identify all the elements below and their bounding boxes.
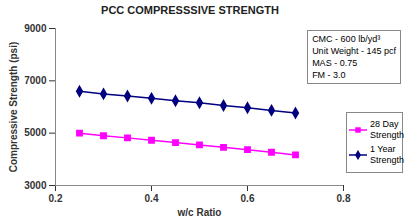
html-text:28 Day Strength: 28 Day Strength: [370, 119, 404, 140]
html-text:1 Year Strength: 1 Year Strength: [370, 144, 404, 165]
html-text:FM - 3.0: FM - 3.0: [312, 70, 346, 80]
svg-text:0.4: 0.4: [145, 193, 159, 204]
svg-text:7000: 7000: [24, 75, 47, 86]
html-text:PCC COMPRESSSIVE STRENGTH: PCC COMPRESSSIVE STRENGTH: [101, 4, 279, 16]
svg-text:5000: 5000: [24, 127, 47, 138]
html-text:MAS - 0.75: MAS - 0.75: [312, 58, 358, 68]
svg-text:9000: 9000: [24, 23, 47, 34]
svg-text:Compressive Strength (psi): Compressive Strength (psi): [8, 42, 19, 173]
svg-text:w/c Ratio: w/c Ratio: [177, 207, 222, 218]
html-text:CMC - 600 lb/yd³: CMC - 600 lb/yd³: [312, 34, 381, 44]
svg-text:0.2: 0.2: [49, 193, 63, 204]
svg-text:0.8: 0.8: [337, 193, 351, 204]
svg-text:3000: 3000: [24, 180, 47, 191]
svg-text:0.6: 0.6: [241, 193, 255, 204]
html-text:Unit Weight - 145 pcf: Unit Weight - 145 pcf: [312, 46, 396, 56]
